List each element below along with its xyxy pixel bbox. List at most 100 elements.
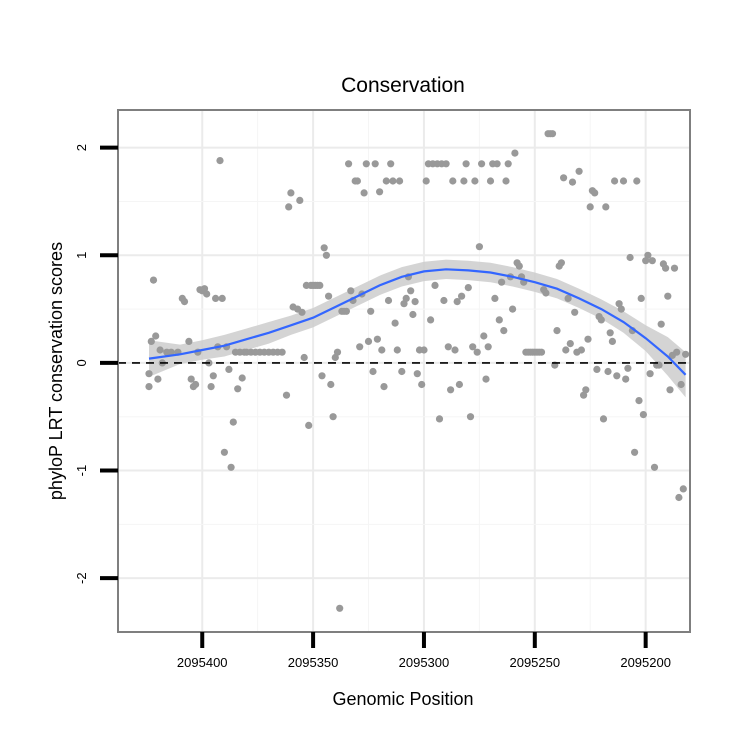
data-point (407, 287, 415, 295)
y-tick-label: 0 (74, 359, 89, 366)
data-point (220, 448, 228, 456)
data-point (580, 391, 588, 399)
data-point (602, 203, 610, 211)
data-point (420, 346, 428, 354)
data-point (622, 375, 630, 383)
data-point (422, 177, 430, 185)
data-point (203, 290, 211, 298)
data-point (575, 167, 583, 175)
data-points (145, 130, 690, 612)
data-point (216, 157, 224, 165)
smooth-line (148, 268, 687, 376)
plot-frame (117, 109, 691, 633)
data-point (582, 386, 590, 394)
data-point (318, 372, 326, 380)
data-point (356, 343, 364, 351)
data-point (571, 308, 579, 316)
data-point (608, 337, 617, 345)
data-point (666, 386, 674, 394)
data-point (187, 375, 195, 383)
data-point (192, 380, 200, 389)
data-point (564, 294, 572, 302)
data-point (152, 332, 160, 340)
data-point (486, 177, 495, 185)
data-point (336, 604, 344, 612)
data-point (154, 375, 162, 383)
data-point (650, 463, 659, 471)
data-point (225, 365, 233, 373)
data-point (413, 370, 421, 378)
data-point (631, 448, 639, 456)
data-point (387, 160, 395, 168)
data-point (604, 367, 612, 376)
data-point (353, 177, 361, 185)
data-point (648, 257, 656, 265)
data-point (458, 292, 466, 300)
data-point (234, 385, 242, 393)
data-point (471, 177, 479, 185)
data-point (378, 346, 386, 354)
data-point (209, 372, 217, 380)
data-point (566, 340, 574, 348)
data-point (149, 276, 158, 284)
data-point (322, 251, 330, 259)
data-point (380, 383, 388, 391)
data-point (449, 177, 457, 185)
data-point (498, 278, 506, 286)
data-point (619, 177, 628, 185)
data-point (511, 149, 519, 157)
data-point (597, 316, 605, 324)
data-point (447, 386, 455, 394)
data-point (611, 177, 619, 185)
data-point (453, 298, 461, 306)
data-point (207, 383, 215, 391)
data-point (677, 380, 685, 389)
data-point (624, 364, 632, 372)
data-point (287, 189, 295, 197)
chart-title: Conservation (341, 74, 465, 97)
data-point (670, 264, 679, 272)
data-point (345, 160, 353, 168)
data-point (584, 335, 592, 343)
data-point (455, 380, 463, 389)
data-point (466, 413, 475, 421)
data-point (613, 372, 621, 380)
data-point (568, 178, 577, 186)
data-point (451, 346, 459, 354)
data-point (238, 374, 246, 382)
data-point (662, 264, 670, 272)
data-point (285, 203, 293, 211)
data-point (444, 343, 452, 351)
data-point (333, 348, 342, 356)
data-point (562, 346, 570, 354)
data-point (347, 287, 355, 295)
data-point (389, 177, 397, 185)
data-point (626, 253, 634, 262)
data-point (156, 346, 164, 354)
data-point (642, 257, 650, 265)
data-point (646, 370, 654, 378)
data-point (147, 337, 155, 345)
data-point (218, 294, 226, 302)
data-point (679, 485, 687, 493)
data-point (480, 332, 488, 340)
x-tick-label: 2095250 (509, 655, 560, 670)
data-point (325, 292, 333, 300)
data-point (329, 413, 337, 421)
data-point (391, 319, 399, 327)
data-point (637, 294, 645, 302)
data-point (427, 316, 435, 324)
data-point (673, 348, 681, 356)
confidence-band (149, 259, 686, 398)
data-point (278, 348, 286, 356)
data-point (364, 337, 373, 345)
data-point (593, 365, 601, 373)
data-point (185, 337, 193, 345)
data-point (495, 316, 503, 324)
data-point (167, 348, 175, 356)
data-point (384, 296, 393, 305)
data-point (442, 160, 450, 168)
y-axis-label: phyloP LRT conservation scores (46, 242, 66, 500)
data-point (145, 383, 153, 391)
